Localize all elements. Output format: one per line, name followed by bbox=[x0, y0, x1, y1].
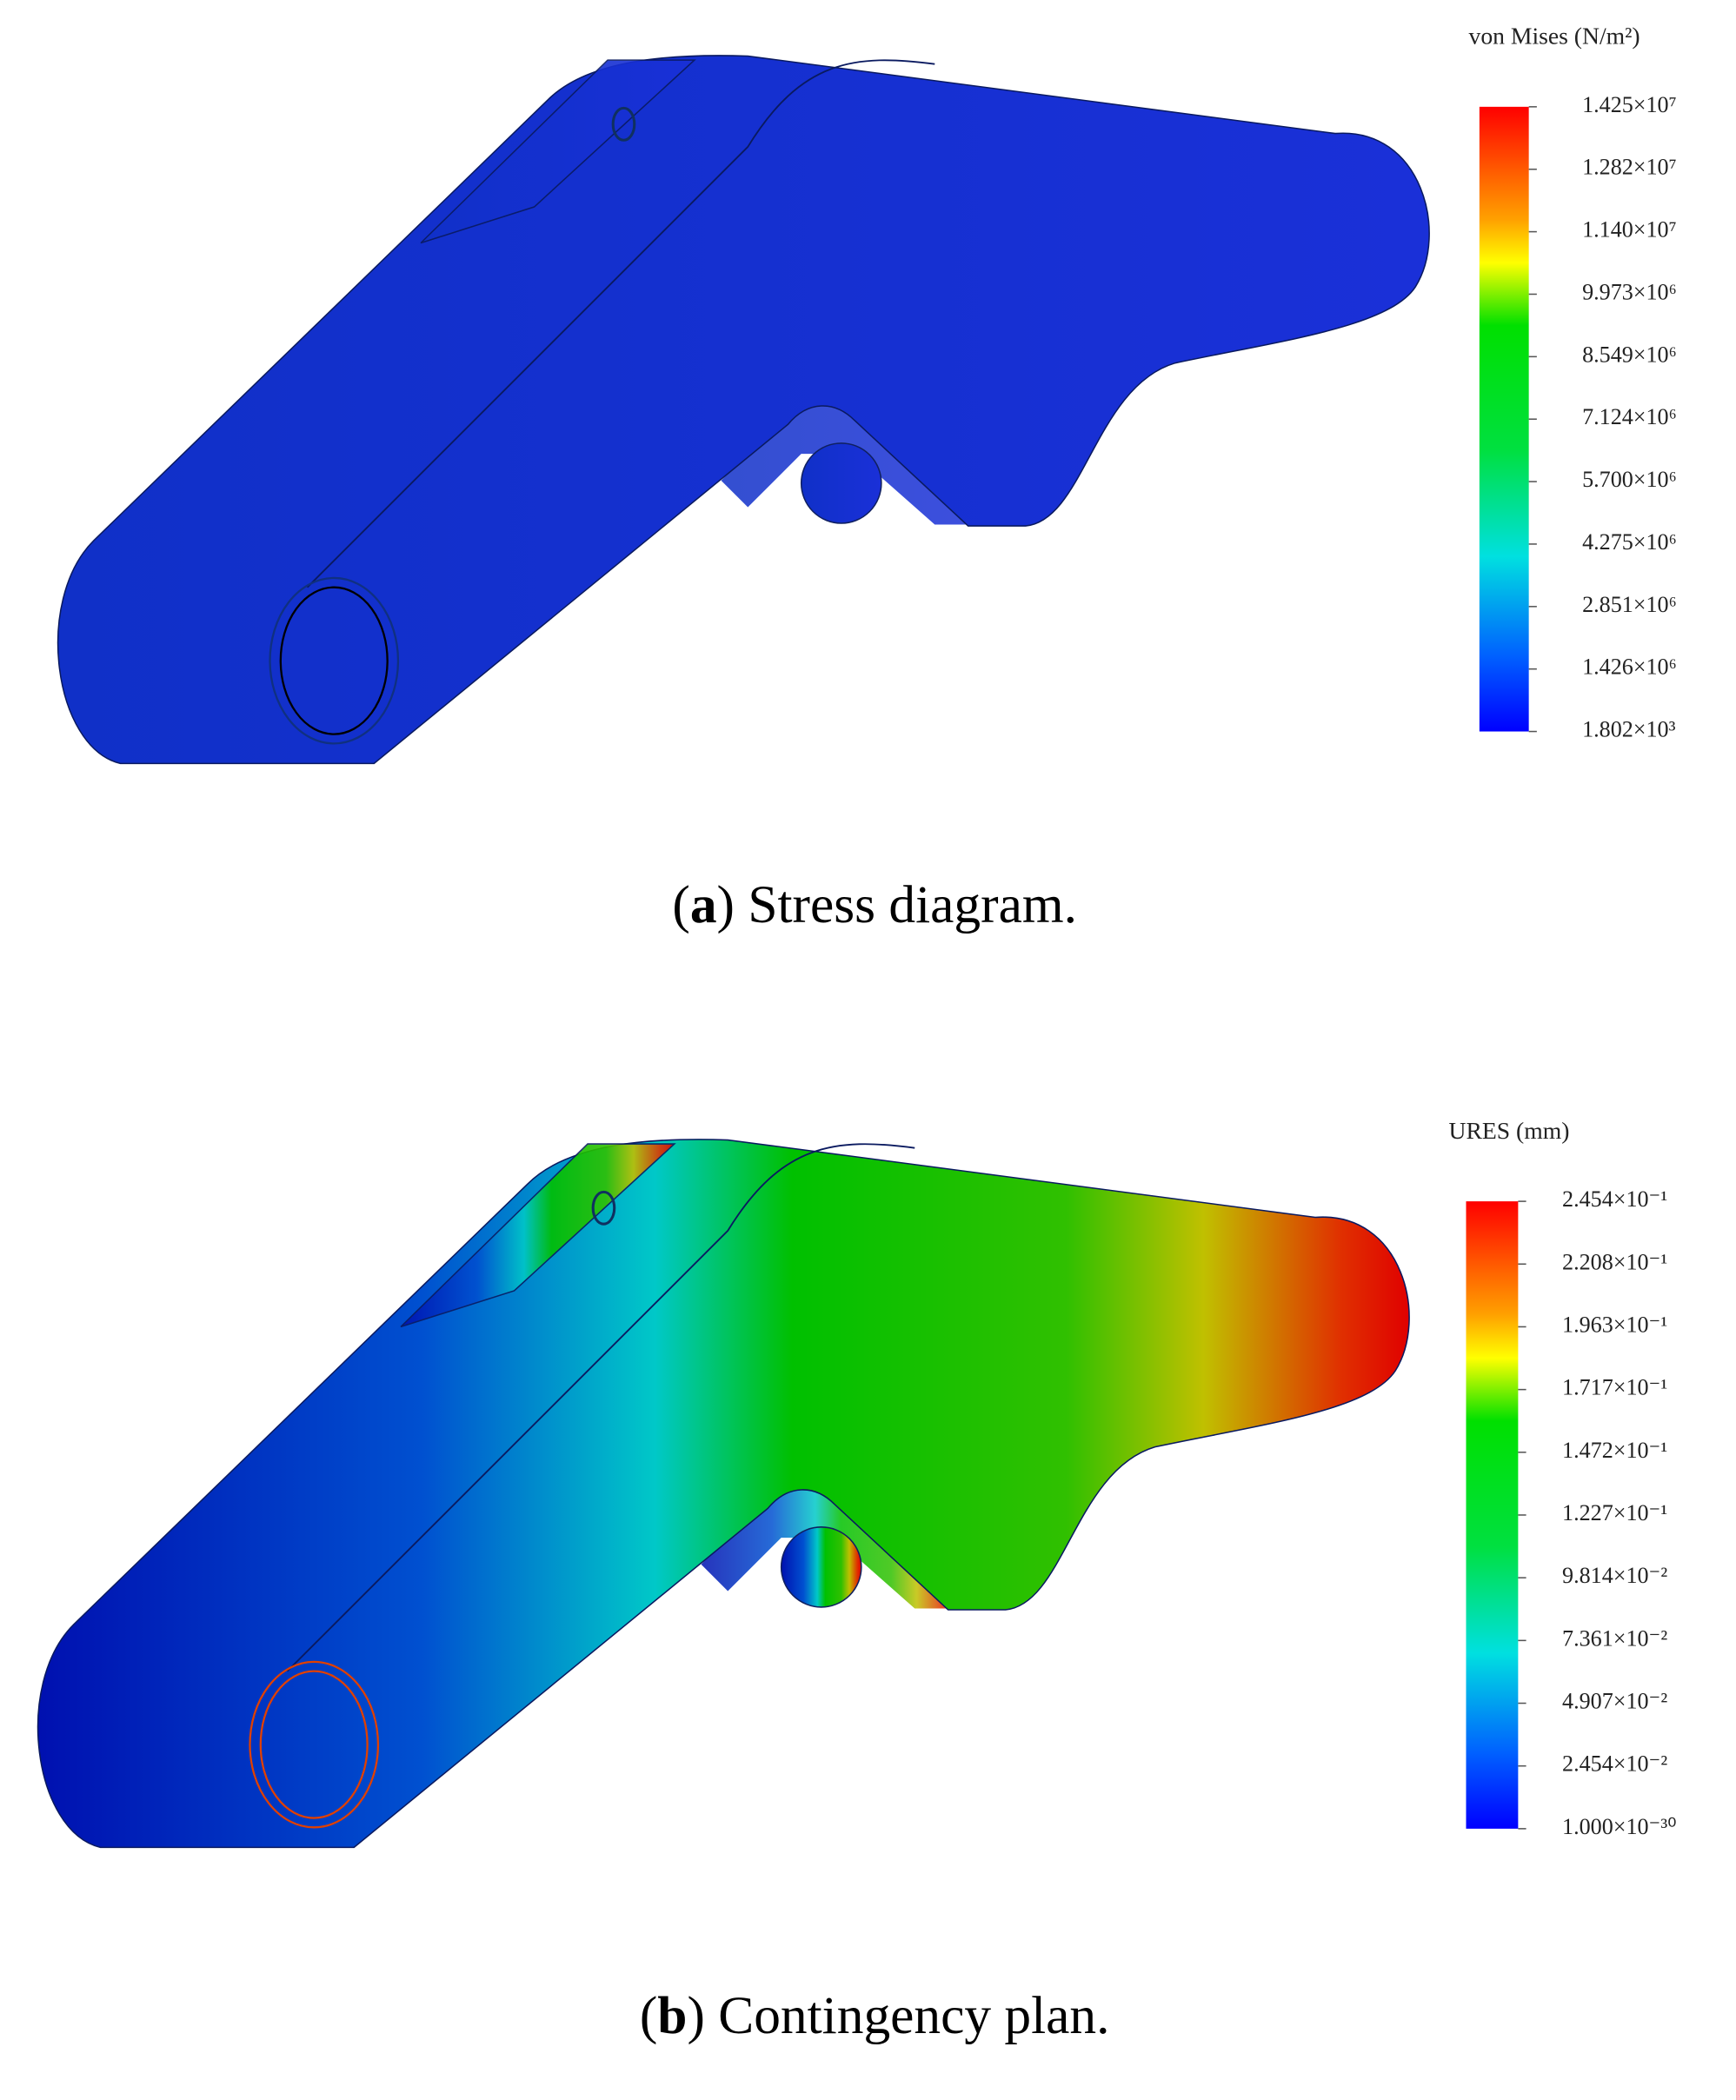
caption-text: ) Contingency plan. bbox=[687, 1986, 1109, 2045]
scale-label: 4.907×10⁻² bbox=[1562, 1688, 1667, 1713]
scale-label: 8.549×10⁶ bbox=[1582, 342, 1677, 367]
scale-label: 1.425×10⁷ bbox=[1582, 92, 1677, 117]
slot bbox=[400, 1143, 676, 1328]
scale-label: 1.140×10⁷ bbox=[1582, 217, 1677, 243]
caption-label: a bbox=[690, 875, 717, 934]
legend-title: URES (mm) bbox=[1449, 1117, 1570, 1144]
front-face bbox=[286, 1143, 915, 1672]
caption-text: ) Stress diagram. bbox=[717, 875, 1077, 934]
panel bbox=[37, 1139, 1410, 1849]
scale-label: 1.282×10⁷ bbox=[1582, 155, 1677, 180]
top-hole bbox=[611, 106, 636, 142]
top-hole bbox=[591, 1190, 616, 1226]
scale-label: 2.454×10⁻¹ bbox=[1562, 1186, 1667, 1212]
scale-label: 2.851×10⁶ bbox=[1582, 592, 1677, 617]
caption-prefix: ( bbox=[640, 1986, 657, 2045]
legend-title: von Mises (N/m²) bbox=[1469, 23, 1640, 50]
caption: (b) Contingency plan. bbox=[640, 1986, 1110, 2045]
scale-label: 9.814×10⁻² bbox=[1562, 1563, 1667, 1588]
pin bbox=[780, 1526, 862, 1608]
scale-label: 4.275×10⁶ bbox=[1582, 529, 1677, 555]
scale-label: 2.454×10⁻² bbox=[1562, 1751, 1667, 1777]
scale-label: 1.802×10³ bbox=[1582, 717, 1676, 742]
end-cap bbox=[249, 1660, 380, 1829]
scale-label: 1.963×10⁻¹ bbox=[1562, 1312, 1667, 1337]
end-cap bbox=[269, 576, 400, 745]
scale-label: 1.000×10⁻³⁰ bbox=[1562, 1814, 1677, 1839]
scale-label: 1.227×10⁻¹ bbox=[1562, 1500, 1667, 1525]
scale-label: 2.208×10⁻¹ bbox=[1562, 1249, 1667, 1274]
scale-label: 9.973×10⁶ bbox=[1582, 279, 1677, 304]
pin-hole bbox=[279, 586, 389, 735]
scale-label: 1.717×10⁻¹ bbox=[1562, 1375, 1667, 1400]
pin bbox=[800, 442, 882, 524]
part-body bbox=[37, 1139, 1410, 1849]
part-body bbox=[57, 55, 1430, 765]
colorbar bbox=[1466, 1201, 1519, 1829]
caption-prefix: ( bbox=[672, 875, 689, 934]
caption-label: b bbox=[657, 1986, 687, 2045]
caption: (a) Stress diagram. bbox=[672, 875, 1077, 934]
panel bbox=[57, 55, 1430, 765]
slot bbox=[420, 59, 696, 244]
scale-label: 7.124×10⁶ bbox=[1582, 404, 1677, 429]
scale-label: 1.426×10⁶ bbox=[1582, 655, 1677, 680]
scale-label: 7.361×10⁻² bbox=[1562, 1625, 1667, 1651]
scale-label: 1.472×10⁻¹ bbox=[1562, 1438, 1667, 1463]
front-face bbox=[306, 59, 935, 588]
colorbar bbox=[1479, 106, 1529, 732]
scale-label: 5.700×10⁶ bbox=[1582, 467, 1677, 492]
pin-hole bbox=[259, 1670, 369, 1819]
